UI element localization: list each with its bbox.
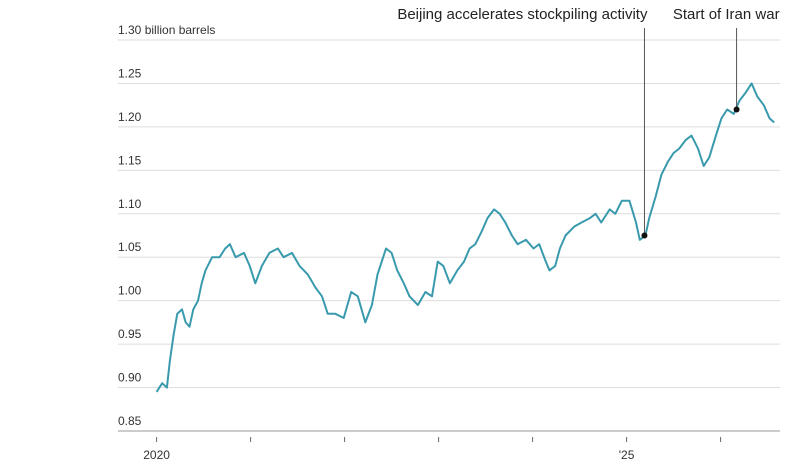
y-tick-label: 1.25 <box>118 66 142 80</box>
y-tick-label: 1.15 <box>118 153 142 167</box>
annotation-marker <box>641 232 648 239</box>
y-tick-label: 1.10 <box>118 197 142 211</box>
annotation-text: Beijing accelerates stockpiling activity <box>397 6 648 23</box>
x-tick-label: 2020 <box>143 448 170 462</box>
y-tick-label: 1.05 <box>118 240 142 254</box>
annotation-marker <box>733 106 740 113</box>
y-tick-label: 1.20 <box>118 110 142 124</box>
x-tick-label: '25 <box>619 448 635 462</box>
y-tick-label: 1.30 billion barrels <box>118 23 215 37</box>
data-line <box>155 82 775 393</box>
y-tick-label: 0.85 <box>118 414 142 428</box>
y-tick-label: 1.00 <box>118 284 142 298</box>
annotation-text: Start of Iran war <box>673 6 780 23</box>
y-tick-label: 0.95 <box>118 327 142 341</box>
y-tick-label: 0.90 <box>118 371 142 385</box>
